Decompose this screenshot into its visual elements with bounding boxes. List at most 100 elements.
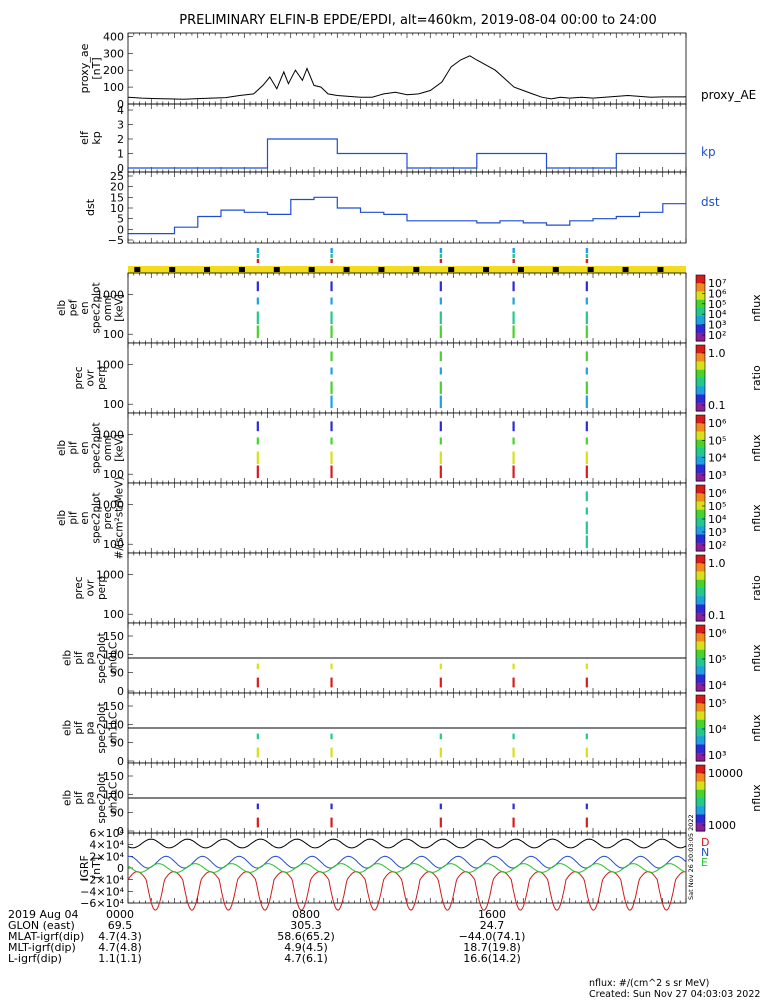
x-axis-row-value: 0800 [292, 908, 320, 921]
y-tick-label: 1000 [96, 499, 124, 512]
event-marker [585, 254, 589, 258]
colorbar-cell [696, 438, 705, 441]
colorbar-cell [696, 476, 705, 479]
colorbar-cell [696, 666, 705, 669]
y-tick-label: 20 [110, 181, 124, 194]
panel-background [128, 413, 686, 483]
y-tick-label: −2×10⁴ [80, 874, 124, 887]
panel-background [128, 483, 686, 553]
spectrogram-streak [512, 465, 515, 479]
colorbar-cell [696, 638, 705, 641]
colorbar-cell [696, 426, 705, 428]
colorbar-cell [696, 520, 705, 523]
colorbar-cell [696, 516, 705, 519]
spectrogram-streak [585, 491, 588, 502]
spectrogram-streak [585, 663, 588, 670]
colorbar-cell [696, 427, 705, 430]
colorbar-cell [696, 728, 705, 730]
colorbar-cell [696, 806, 705, 809]
event-marker [330, 248, 333, 253]
colorbar-cell [696, 619, 705, 622]
y-tick-label: 100 [103, 538, 124, 551]
colorbar-cell [696, 306, 705, 309]
y-tick-label: 150 [103, 700, 124, 713]
colorbar-cell [696, 358, 705, 361]
colorbar-cell [696, 555, 705, 557]
colorbar-cell [696, 557, 705, 560]
colorbar-label: nflux [750, 294, 763, 322]
colorbar-label: nflux [750, 644, 763, 672]
colorbar-cell [696, 793, 705, 796]
colorbar-cell [696, 512, 705, 515]
colorbar-tick-label: 10⁵ [708, 697, 726, 710]
colorbar-cell [696, 737, 705, 740]
colorbar-cell [696, 301, 705, 304]
y-label-line: kp [90, 131, 103, 144]
colorbar-cell [696, 744, 705, 747]
spectrogram-streak [330, 677, 333, 688]
colorbar-cell [696, 682, 705, 685]
y-tick-label: 150 [103, 770, 124, 783]
panel-frame [127, 832, 687, 904]
x-axis-row-value: 0000 [106, 908, 134, 921]
spectrogram-streak [256, 451, 259, 465]
colorbar-cell [696, 645, 705, 648]
y-tick-label: 1000 [96, 569, 124, 582]
colorbar-cell [696, 548, 705, 551]
x-axis-row-value: 24.7 [480, 919, 505, 932]
spectrogram-streak [585, 535, 588, 549]
colorbar-cell [696, 718, 705, 721]
colorbar-cell [696, 807, 705, 810]
colorbar-cell [696, 454, 705, 457]
spectrogram-streak [256, 803, 259, 810]
orbit-marker [308, 267, 315, 272]
spectrogram-streak [330, 733, 333, 740]
colorbar-cell [696, 703, 705, 706]
colorbar-cell [696, 287, 705, 290]
colorbar-cell [696, 604, 705, 607]
colorbar-cell [696, 508, 705, 511]
colorbar-cell [696, 457, 705, 460]
colorbar-cell [696, 726, 705, 729]
spectrogram-streak [439, 733, 442, 740]
spectrogram-streak [330, 325, 333, 339]
colorbar-cell [696, 736, 705, 739]
colorbar-cell [696, 323, 705, 326]
colorbar-tick-label: 10⁶ [708, 487, 727, 500]
spectrogram-streak [585, 507, 588, 515]
legend-e: E [701, 856, 708, 869]
colorbar-cell [696, 346, 705, 349]
spectrogram-streak [585, 325, 588, 339]
y-label-line: IGRF [78, 855, 91, 881]
colorbar-cell [696, 560, 705, 563]
spectrogram-streak [512, 281, 515, 292]
colorbar-cell [696, 750, 705, 752]
colorbar-cell [696, 472, 705, 475]
colorbar-frame [695, 344, 706, 412]
spectrogram-streak [439, 297, 442, 305]
colorbar-label-text: ratio [750, 365, 763, 391]
y-label-line: spec2plot [96, 632, 108, 683]
colorbar-tick-label: 10⁴ [708, 723, 727, 736]
colorbar-cell [696, 369, 705, 372]
spectrogram-streak [330, 421, 333, 432]
event-marker [256, 259, 260, 263]
colorbar-cell [696, 507, 705, 509]
x-axis-row-label: MLT-igrf(dip) [8, 941, 76, 954]
spectrogram-streak [330, 367, 333, 375]
colorbar-cell [696, 715, 705, 718]
spectrogram-streak [512, 677, 515, 688]
spectrogram-streak [256, 733, 259, 740]
colorbar-cell [696, 572, 705, 575]
colorbar-label-text: nflux [750, 784, 763, 812]
colorbar-cell [696, 608, 705, 611]
colorbar-cell [696, 496, 705, 498]
y-label-line: en [79, 441, 91, 454]
colorbar-cell [696, 592, 705, 595]
y-label-line: elf [78, 130, 91, 145]
orbit-marker [378, 267, 385, 272]
event-marker [585, 259, 589, 263]
y-tick-label: 0 [117, 685, 124, 698]
